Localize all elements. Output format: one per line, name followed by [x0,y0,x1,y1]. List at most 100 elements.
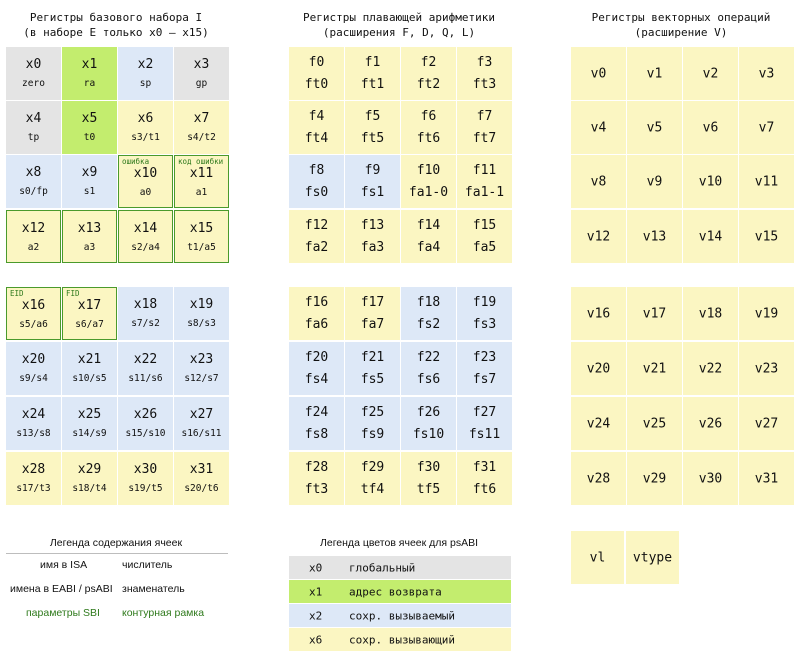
register-abi-name: ft7 [472,131,497,146]
register-abi-name: a0 [139,187,152,198]
register-abi-name: s18/t4 [72,483,107,494]
float-register-cell-f20: f20 fs4 [289,342,344,395]
register-abi-name: zero [22,78,45,89]
float-register-cell-f18: f18 fs2 [401,287,456,340]
color-legend-title: Легенда цветов ячеек для psABI [319,537,479,549]
vector-set-title-line1: Регистры векторных операций [591,11,771,24]
register-name: f27 [472,405,497,420]
vector-register-cell-v17: v17 [627,287,682,340]
register-name: f2 [420,55,437,70]
float-register-cell-f3: f3 ft3 [457,47,512,100]
register-name: x14 [133,221,158,236]
vector-register-cell-v24: v24 [571,397,626,450]
register-name: f0 [308,55,325,70]
vector-register-cell-v26: v26 [683,397,738,450]
register-name: v14 [698,229,723,244]
register-name: f17 [360,295,385,310]
register-name: f19 [472,295,497,310]
register-cell-x27: x27 s16/s11 [174,397,229,450]
float-register-cell-f26: f26 fs10 [401,397,456,450]
vector-register-cell-v5: v5 [627,101,682,154]
color-legend-label: сохр. вызывающий [349,633,455,646]
register-cell-x18: x18 s7/s2 [118,287,173,340]
register-abi-name: s12/s7 [184,373,219,384]
vector-register-cell-v6: v6 [683,101,738,154]
register-abi-name: sp [139,78,152,89]
register-name: v22 [698,361,723,376]
register-abi-name: s6/a7 [75,319,104,330]
register-name: v15 [754,229,779,244]
vector-register-cell-v22: v22 [683,342,738,395]
register-abi-name: t1/a5 [187,242,216,253]
register-name: x15 [189,221,214,236]
register-abi-name: s4/t2 [187,132,216,143]
base-set-title-line1: Регистры базового набора I [29,11,203,24]
register-cell-x24: x24 s13/s8 [6,397,61,450]
register-abi-name: tf5 [416,482,441,497]
register-name: f11 [472,163,497,178]
register-name: f7 [476,109,493,124]
float-register-cell-f5: f5 ft5 [345,101,400,154]
register-cell-x9: x9 s1 [62,155,117,208]
register-name: f16 [304,295,329,310]
register-name: v0 [590,66,607,81]
register-abi-name: s10/s5 [72,373,107,384]
register-name: x19 [189,297,214,312]
register-name: x11 [189,166,214,181]
float-register-cell-f16: f16 fa6 [289,287,344,340]
register-cell-x13: x13 a3 [62,210,117,263]
register-cell-x2: x2 sp [118,47,173,100]
register-abi-name: fa7 [360,317,385,332]
float-register-cell-f4: f4 ft4 [289,101,344,154]
register-name: x21 [77,352,102,367]
vector-register-cell-v29: v29 [627,452,682,505]
register-name: v23 [754,361,779,376]
register-name: v3 [758,66,775,81]
register-abi-name: gp [195,78,208,89]
register-name: f20 [304,350,329,365]
register-cell-x22: x22 s11/s6 [118,342,173,395]
vector-register-cell-v18: v18 [683,287,738,340]
register-abi-name: ft4 [304,131,329,146]
register-name: v12 [586,229,611,244]
register-name: v11 [754,174,779,189]
register-name: v28 [586,471,611,486]
register-cell-x11: код ошибки x11 a1 [174,155,229,208]
vector-register-cell-v25: v25 [627,397,682,450]
register-abi-name: ft1 [360,77,385,92]
register-abi-name: fa2 [304,240,329,255]
float-register-cell-f11: f11 fa1-1 [457,155,512,208]
register-name: v24 [586,416,611,431]
register-cell-x5: x5 t0 [62,101,117,154]
float-register-cell-f10: f10 fa1-0 [401,155,456,208]
register-name: v5 [646,120,663,135]
register-name: v19 [754,306,779,321]
vector-register-cell-v1: v1 [627,47,682,100]
register-name: x5 [81,111,98,126]
register-abi-name: t0 [83,132,96,143]
register-name: x13 [77,221,102,236]
register-abi-name: s5/a6 [19,319,48,330]
register-abi-name: s0/fp [19,186,48,197]
register-cell-x0: x0 zero [6,47,61,100]
vector-register-cell-v12: v12 [571,210,626,263]
register-name: v10 [698,174,723,189]
register-abi-name: fs3 [472,317,497,332]
legend-denominator: знаменатель [122,583,185,595]
register-abi-name: fs9 [360,427,385,442]
register-name: f26 [416,405,441,420]
register-abi-name: s13/s8 [16,428,51,439]
register-name: x4 [25,111,42,126]
vector-extra-cell-vtype: vtype [626,531,679,584]
register-cell-x29: x29 s18/t4 [62,452,117,505]
register-name: f31 [472,460,497,475]
register-abi-name: ft6 [472,482,497,497]
register-abi-name: s1 [83,186,96,197]
register-abi-name: fs4 [304,372,329,387]
float-register-cell-f14: f14 fa4 [401,210,456,263]
register-name: f21 [360,350,385,365]
register-name: v7 [758,120,775,135]
register-abi-name: fs1 [360,185,385,200]
register-abi-name: s3/t1 [131,132,160,143]
vector-extra-label: vl [589,550,606,565]
